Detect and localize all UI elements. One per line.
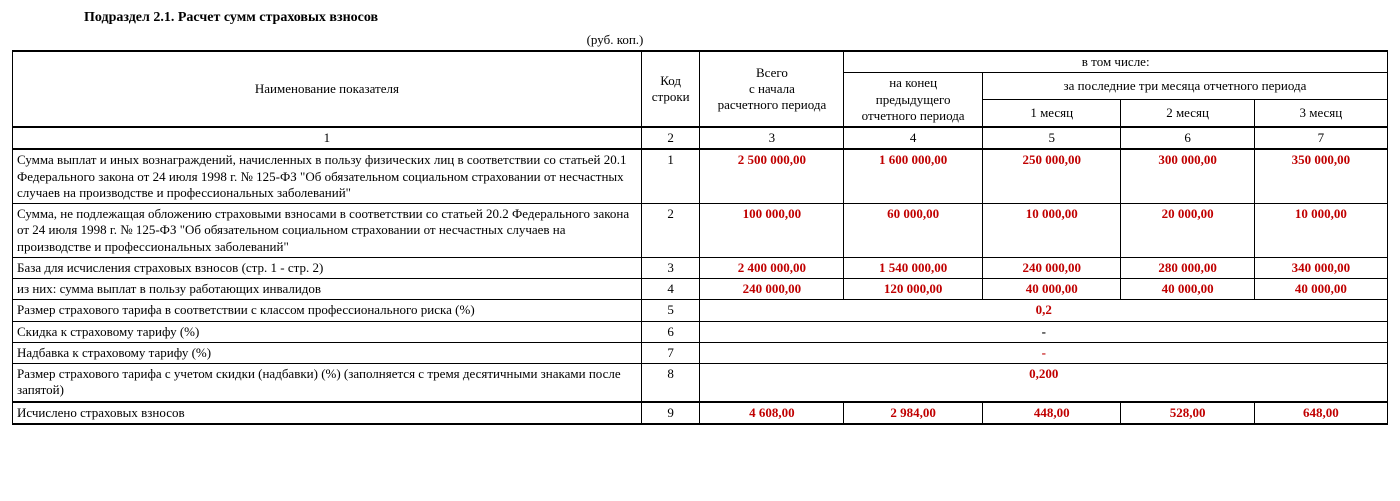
row-value-1: 2 500 000,00 [700,149,844,203]
row-value-1: 2 400 000,00 [700,257,844,278]
hdr-end-prev: на конец предыдущего отчетного периода [844,73,983,127]
row-value-5: 648,00 [1254,402,1387,424]
row-value-2: 60 000,00 [844,204,983,258]
table-row: Исчислено страховых взносов94 608,002 98… [13,402,1388,424]
table-body: Сумма выплат и иных вознаграждений, начи… [13,149,1388,424]
table-row: Надбавка к страховому тарифу (%)7- [13,342,1388,363]
hdr-m1: 1 месяц [982,100,1121,127]
row-code: 1 [641,149,700,203]
row-code: 3 [641,257,700,278]
table-header: Наименование показателя Код строки Всего… [13,51,1388,149]
row-code: 6 [641,321,700,342]
row-value-3: 10 000,00 [982,204,1121,258]
row-name: Надбавка к страховому тарифу (%) [13,342,642,363]
hdr-last3: за последние три месяца отчетного период… [982,73,1387,100]
hdr-m3: 3 месяц [1254,100,1387,127]
row-name: Размер страхового тарифа в соответствии … [13,300,642,321]
row-value-3: 40 000,00 [982,279,1121,300]
unit-label: (руб. коп.) [12,32,1388,48]
row-value-5: 40 000,00 [1254,279,1387,300]
colnum-3: 3 [700,127,844,149]
row-code: 9 [641,402,700,424]
row-name: Размер страхового тарифа с учетом скидки… [13,364,642,402]
row-value-2: 2 984,00 [844,402,983,424]
row-name: Скидка к страховому тарифу (%) [13,321,642,342]
hdr-name: Наименование показателя [13,51,642,127]
row-value-4: 300 000,00 [1121,149,1254,203]
row-name: Сумма, не подлежащая обложению страховым… [13,204,642,258]
hdr-m2: 2 месяц [1121,100,1254,127]
colnum-7: 7 [1254,127,1387,149]
row-name: Сумма выплат и иных вознаграждений, начи… [13,149,642,203]
row-span-value: 0,200 [700,364,1388,402]
row-value-1: 100 000,00 [700,204,844,258]
table-row: Сумма, не подлежащая обложению страховым… [13,204,1388,258]
hdr-total: Всего с начала расчетного периода [700,51,844,127]
row-value-3: 240 000,00 [982,257,1121,278]
colnum-5: 5 [982,127,1121,149]
row-span-value: 0,2 [700,300,1388,321]
row-span-value: - [700,321,1388,342]
row-value-1: 240 000,00 [700,279,844,300]
row-value-2: 1 540 000,00 [844,257,983,278]
table-row: из них: сумма выплат в пользу работающих… [13,279,1388,300]
table-row: Размер страхового тарифа в соответствии … [13,300,1388,321]
row-value-4: 528,00 [1121,402,1254,424]
table-row: Скидка к страховому тарифу (%)6- [13,321,1388,342]
row-value-5: 350 000,00 [1254,149,1387,203]
row-value-3: 250 000,00 [982,149,1121,203]
row-value-4: 20 000,00 [1121,204,1254,258]
hdr-code: Код строки [641,51,700,127]
row-value-4: 280 000,00 [1121,257,1254,278]
row-value-2: 1 600 000,00 [844,149,983,203]
row-value-1: 4 608,00 [700,402,844,424]
row-code: 4 [641,279,700,300]
row-name: База для исчисления страховых взносов (с… [13,257,642,278]
row-value-5: 10 000,00 [1254,204,1387,258]
hdr-including: в том числе: [844,51,1388,73]
table-row: База для исчисления страховых взносов (с… [13,257,1388,278]
row-code: 8 [641,364,700,402]
row-name: Исчислено страховых взносов [13,402,642,424]
row-code: 5 [641,300,700,321]
section-title: Подраздел 2.1. Расчет сумм страховых взн… [84,10,1388,26]
calc-table: Наименование показателя Код строки Всего… [12,50,1388,425]
row-code: 2 [641,204,700,258]
row-value-5: 340 000,00 [1254,257,1387,278]
row-value-4: 40 000,00 [1121,279,1254,300]
row-value-2: 120 000,00 [844,279,983,300]
colnum-4: 4 [844,127,983,149]
row-code: 7 [641,342,700,363]
row-name: из них: сумма выплат в пользу работающих… [13,279,642,300]
table-row: Размер страхового тарифа с учетом скидки… [13,364,1388,402]
row-value-3: 448,00 [982,402,1121,424]
table-row: Сумма выплат и иных вознаграждений, начи… [13,149,1388,203]
colnum-1: 1 [13,127,642,149]
row-span-value: - [700,342,1388,363]
colnum-2: 2 [641,127,700,149]
colnum-6: 6 [1121,127,1254,149]
